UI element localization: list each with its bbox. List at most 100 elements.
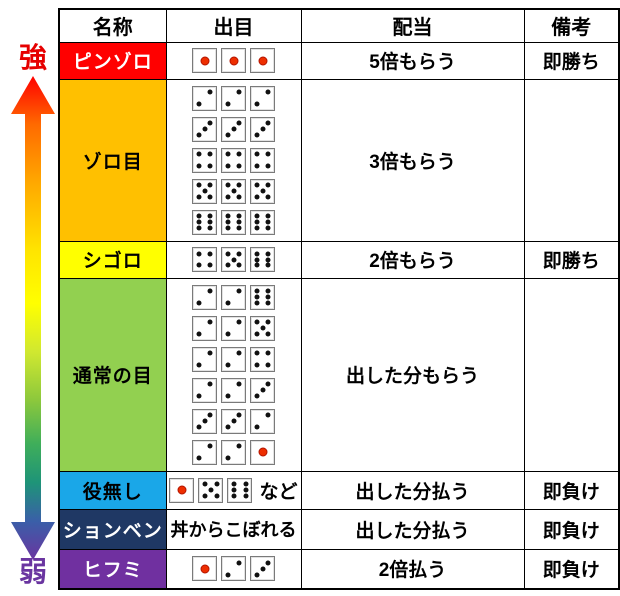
- die-4: [250, 147, 275, 173]
- payout-cell-zorome: 3倍もらう: [300, 78, 525, 242]
- die-4: [192, 147, 217, 173]
- dice-description-text: 丼からこぼれる: [170, 520, 297, 540]
- die-3: [221, 116, 246, 142]
- die-3: [250, 556, 275, 582]
- dice-cell-shigoro: [165, 240, 302, 279]
- dice-row: [192, 408, 275, 434]
- dice-row: [192, 209, 275, 235]
- die-2: [192, 439, 217, 465]
- die-5: [221, 247, 246, 272]
- dice-stack: [167, 48, 300, 73]
- strength-strong-label: 強: [18, 42, 47, 73]
- note-cell-hifumi: 即負け: [523, 548, 620, 590]
- dice-stack: [167, 556, 300, 582]
- strength-weak-label: 弱: [18, 556, 47, 587]
- die-1-red-pip: [192, 48, 217, 73]
- dice-row: など: [169, 477, 298, 504]
- dice-row: [192, 116, 275, 142]
- col-header-name: 名称: [58, 8, 167, 43]
- die-2: [221, 284, 246, 310]
- note-cell-shonben: 即負け: [523, 508, 620, 550]
- strength-gradient-arrow-icon: [11, 76, 55, 560]
- dice-row: [192, 377, 275, 403]
- header-row: 名称 出目 配当 備考: [58, 8, 620, 43]
- die-3: [250, 116, 275, 142]
- die-5: [250, 315, 275, 341]
- row-yakunashi: 役無し など 出した分払う 即負け: [58, 470, 620, 510]
- die-1-red-pip: [192, 556, 217, 582]
- dice-stack: [167, 247, 300, 272]
- dice-cell-tsujo-no-me: [165, 277, 302, 472]
- payout-cell-yakunashi: 出した分払う: [300, 470, 525, 510]
- row-pinzoro: ピンゾロ 5倍もらう 即勝ち: [58, 41, 620, 80]
- hand-name-yakunashi: 役無し: [58, 470, 167, 510]
- die-2: [192, 377, 217, 403]
- dice-cell-zorome: [165, 78, 302, 242]
- die-2: [192, 315, 217, 341]
- hand-name-tsujo-no-me: 通常の目: [58, 277, 167, 472]
- hand-name-pinzoro: ピンゾロ: [58, 41, 167, 80]
- die-5: [250, 178, 275, 204]
- payout-cell-tsujo-no-me: 出した分もらう: [300, 277, 525, 472]
- dice-row: [192, 147, 275, 173]
- dice-stack: [167, 85, 300, 235]
- row-shonben: ションベン 丼からこぼれる 出した分払う 即負け: [58, 508, 620, 550]
- die-2: [192, 284, 217, 310]
- die-6: [250, 247, 275, 272]
- die-1-red-pip: [169, 477, 195, 503]
- dice-row: [192, 178, 275, 204]
- die-2: [221, 85, 246, 111]
- die-3: [221, 408, 246, 434]
- die-1-red-pip: [221, 48, 246, 73]
- payout-cell-shonben: 出した分払う: [300, 508, 525, 550]
- dice-row: [192, 85, 275, 111]
- die-4: [192, 247, 217, 272]
- die-6: [227, 477, 253, 503]
- note-cell-shigoro: 即勝ち: [523, 240, 620, 279]
- row-zorome: ゾロ目 3倍もらう: [58, 78, 620, 242]
- die-5: [198, 477, 224, 503]
- dice-row: [192, 247, 275, 272]
- dice-cell-pinzoro: [165, 41, 302, 80]
- dice-cell-hifumi: [165, 548, 302, 590]
- dice-row: [192, 48, 275, 73]
- die-6: [250, 209, 275, 235]
- dice-cell-shonben: 丼からこぼれる: [165, 508, 302, 550]
- dice-cell-yakunashi: など: [165, 470, 302, 510]
- die-6: [250, 284, 275, 310]
- die-2: [250, 85, 275, 111]
- row-hifumi: ヒフミ 2倍払う 即負け: [58, 548, 620, 590]
- die-2: [221, 556, 246, 582]
- die-2: [221, 315, 246, 341]
- note-cell-yakunashi: 即負け: [523, 470, 620, 510]
- hand-name-zorome: ゾロ目: [58, 78, 167, 242]
- dice-suffix-text: など: [259, 481, 298, 503]
- payout-cell-pinzoro: 5倍もらう: [300, 41, 525, 80]
- dice-row: [192, 284, 275, 310]
- die-4: [221, 147, 246, 173]
- col-header-note: 備考: [523, 8, 620, 43]
- die-2: [221, 346, 246, 372]
- die-2: [250, 408, 275, 434]
- hand-name-hifumi: ヒフミ: [58, 548, 167, 590]
- die-5: [192, 178, 217, 204]
- payout-cell-shigoro: 2倍もらう: [300, 240, 525, 279]
- die-2: [221, 439, 246, 465]
- dice-row: [192, 439, 275, 465]
- chinchiro-hands-table: 名称 出目 配当 備考 ピンゾロ 5倍もらう 即勝ち ゾロ目 3倍もらう シゴロ 2倍もらう…: [58, 8, 620, 590]
- hand-name-shonben: ションベン: [58, 508, 167, 550]
- die-2: [221, 377, 246, 403]
- die-1-red-pip: [250, 48, 275, 73]
- dice-row: [192, 556, 275, 582]
- die-4: [250, 346, 275, 372]
- col-header-dice: 出目: [165, 8, 302, 43]
- row-tsujo-no-me: 通常の目 出した分もらう: [58, 277, 620, 472]
- die-5: [221, 178, 246, 204]
- die-2: [192, 346, 217, 372]
- dice-row: [192, 315, 275, 341]
- col-header-payout: 配当: [300, 8, 525, 43]
- note-cell-zorome: [523, 78, 620, 242]
- note-cell-pinzoro: 即勝ち: [523, 41, 620, 80]
- die-6: [192, 209, 217, 235]
